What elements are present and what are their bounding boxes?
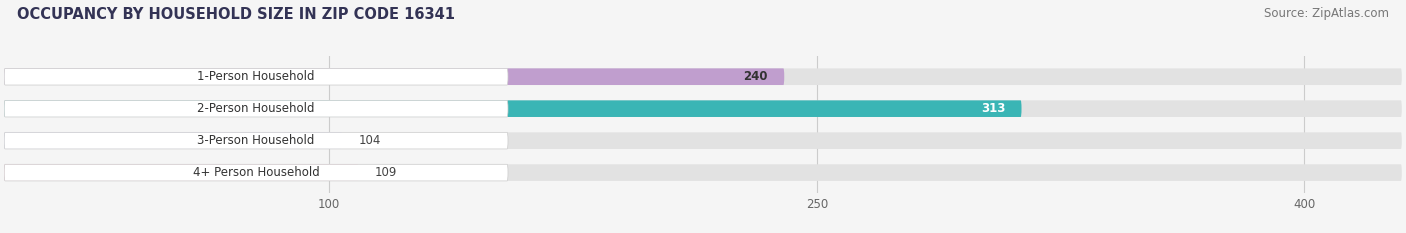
Text: 1-Person Household: 1-Person Household <box>197 70 315 83</box>
Text: 104: 104 <box>359 134 381 147</box>
FancyBboxPatch shape <box>4 69 508 85</box>
Text: OCCUPANCY BY HOUSEHOLD SIZE IN ZIP CODE 16341: OCCUPANCY BY HOUSEHOLD SIZE IN ZIP CODE … <box>17 7 456 22</box>
Text: 109: 109 <box>375 166 396 179</box>
FancyBboxPatch shape <box>4 132 1402 149</box>
FancyBboxPatch shape <box>4 164 1402 181</box>
FancyBboxPatch shape <box>4 69 1402 85</box>
FancyBboxPatch shape <box>4 100 508 117</box>
Text: 240: 240 <box>744 70 768 83</box>
Text: 4+ Person Household: 4+ Person Household <box>193 166 319 179</box>
FancyBboxPatch shape <box>4 164 508 181</box>
FancyBboxPatch shape <box>4 164 359 181</box>
FancyBboxPatch shape <box>4 132 342 149</box>
FancyBboxPatch shape <box>4 100 1402 117</box>
FancyBboxPatch shape <box>4 69 785 85</box>
Text: Source: ZipAtlas.com: Source: ZipAtlas.com <box>1264 7 1389 20</box>
FancyBboxPatch shape <box>4 132 508 149</box>
Text: 2-Person Household: 2-Person Household <box>197 102 315 115</box>
FancyBboxPatch shape <box>4 100 1022 117</box>
Text: 3-Person Household: 3-Person Household <box>197 134 315 147</box>
Text: 313: 313 <box>981 102 1005 115</box>
